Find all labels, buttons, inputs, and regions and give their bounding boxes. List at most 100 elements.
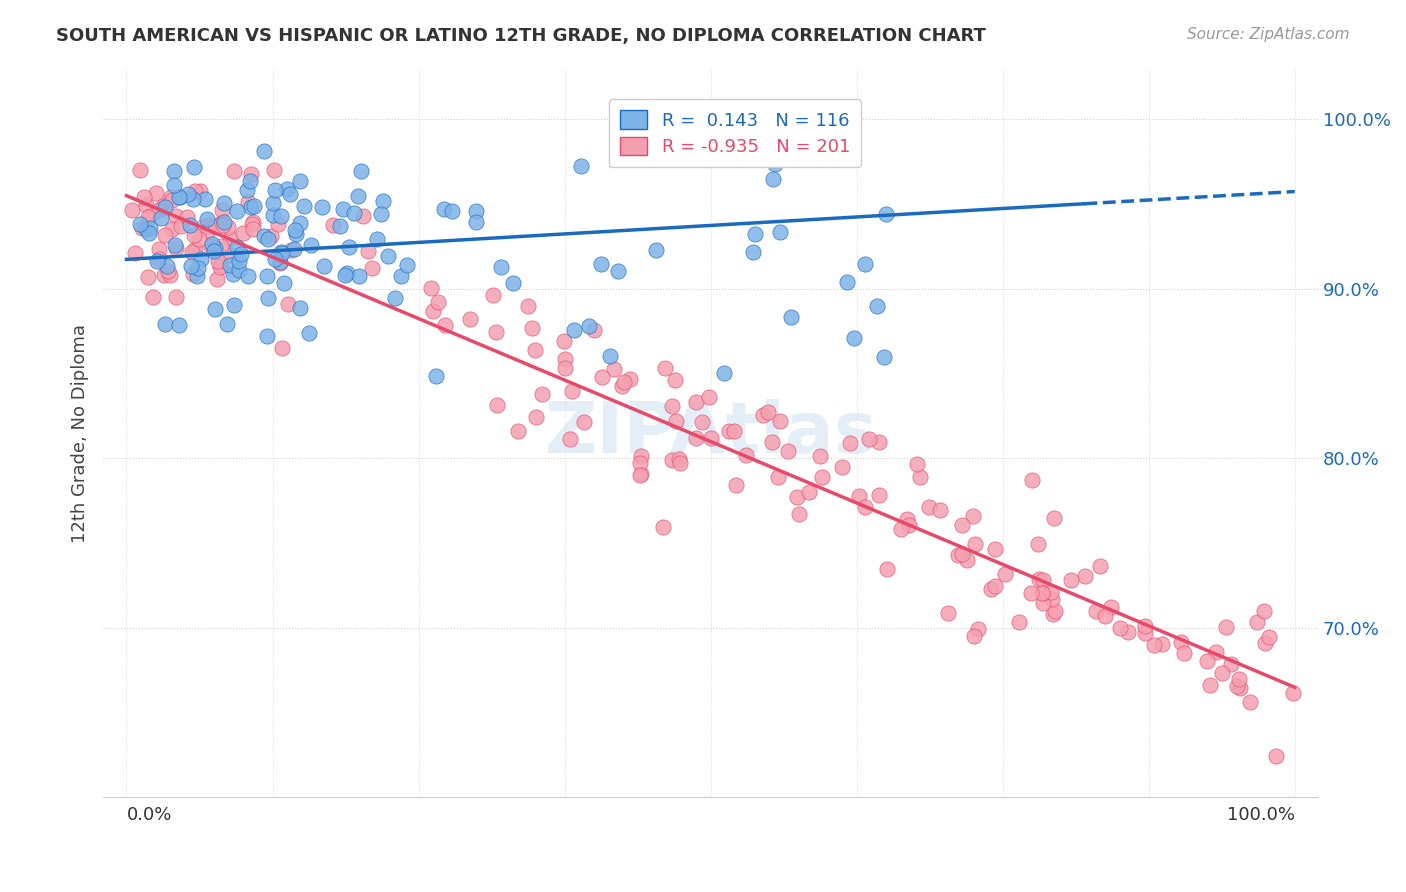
Point: [502, 277, 524, 291]
Point: [288, 174, 311, 188]
Point: [967, 622, 990, 636]
Point: [630, 449, 652, 463]
Point: [725, 478, 748, 492]
Point: [222, 267, 245, 281]
Point: [591, 369, 613, 384]
Point: [868, 488, 890, 502]
Point: [200, 239, 222, 253]
Point: [1143, 638, 1166, 652]
Point: [713, 366, 735, 380]
Point: [211, 203, 233, 218]
Point: [918, 500, 941, 515]
Point: [357, 244, 380, 258]
Point: [848, 489, 870, 503]
Point: [165, 241, 187, 255]
Point: [1282, 686, 1305, 700]
Point: [167, 318, 190, 332]
Point: [366, 232, 388, 246]
Point: [215, 317, 238, 331]
Point: [837, 275, 859, 289]
Point: [157, 264, 180, 278]
Point: [336, 266, 359, 280]
Point: [162, 221, 184, 235]
Point: [486, 398, 509, 412]
Point: [377, 249, 399, 263]
Point: [198, 218, 221, 232]
Point: [153, 200, 176, 214]
Point: [288, 216, 311, 230]
Point: [980, 582, 1002, 596]
Point: [489, 260, 512, 274]
Point: [214, 196, 236, 211]
Point: [181, 192, 204, 206]
Point: [780, 310, 803, 325]
Point: [193, 220, 215, 235]
Point: [184, 243, 207, 257]
Point: [180, 259, 202, 273]
Point: [692, 415, 714, 429]
Point: [1040, 591, 1063, 606]
Point: [267, 217, 290, 231]
Point: [208, 260, 231, 274]
Point: [169, 190, 191, 204]
Point: [654, 360, 676, 375]
Point: [905, 457, 928, 471]
Point: [156, 260, 179, 274]
Point: [207, 253, 229, 268]
Point: [1088, 558, 1111, 573]
Text: ZIPAtlas: ZIPAtlas: [544, 399, 877, 467]
Point: [132, 189, 155, 203]
Point: [139, 221, 162, 235]
Point: [744, 227, 766, 241]
Point: [422, 304, 444, 318]
Point: [876, 562, 898, 576]
Point: [1084, 604, 1107, 618]
Point: [1040, 585, 1063, 599]
Point: [1215, 620, 1237, 634]
Point: [163, 238, 186, 252]
Point: [561, 384, 583, 398]
Point: [229, 247, 252, 261]
Point: [651, 520, 673, 534]
Point: [1219, 657, 1241, 671]
Point: [1246, 615, 1268, 629]
Point: [896, 511, 918, 525]
Point: [299, 237, 322, 252]
Point: [1008, 615, 1031, 629]
Point: [228, 262, 250, 277]
Point: [630, 467, 652, 482]
Point: [352, 209, 374, 223]
Point: [217, 219, 239, 234]
Point: [619, 372, 641, 386]
Point: [228, 253, 250, 268]
Point: [225, 204, 247, 219]
Point: [984, 579, 1007, 593]
Point: [1226, 679, 1249, 693]
Point: [936, 606, 959, 620]
Point: [361, 260, 384, 275]
Point: [184, 184, 207, 198]
Point: [239, 200, 262, 214]
Point: [612, 379, 634, 393]
Point: [148, 242, 170, 256]
Point: [312, 259, 335, 273]
Point: [1116, 625, 1139, 640]
Point: [188, 185, 211, 199]
Point: [599, 350, 621, 364]
Point: [952, 547, 974, 561]
Point: [222, 164, 245, 178]
Point: [211, 215, 233, 229]
Point: [163, 178, 186, 193]
Point: [419, 281, 441, 295]
Point: [269, 254, 291, 268]
Point: [177, 187, 200, 202]
Point: [186, 269, 208, 284]
Point: [1026, 536, 1049, 550]
Point: [644, 243, 666, 257]
Point: [464, 214, 486, 228]
Point: [146, 254, 169, 268]
Point: [167, 190, 190, 204]
Point: [194, 192, 217, 206]
Point: [1253, 604, 1275, 618]
Point: [554, 351, 576, 366]
